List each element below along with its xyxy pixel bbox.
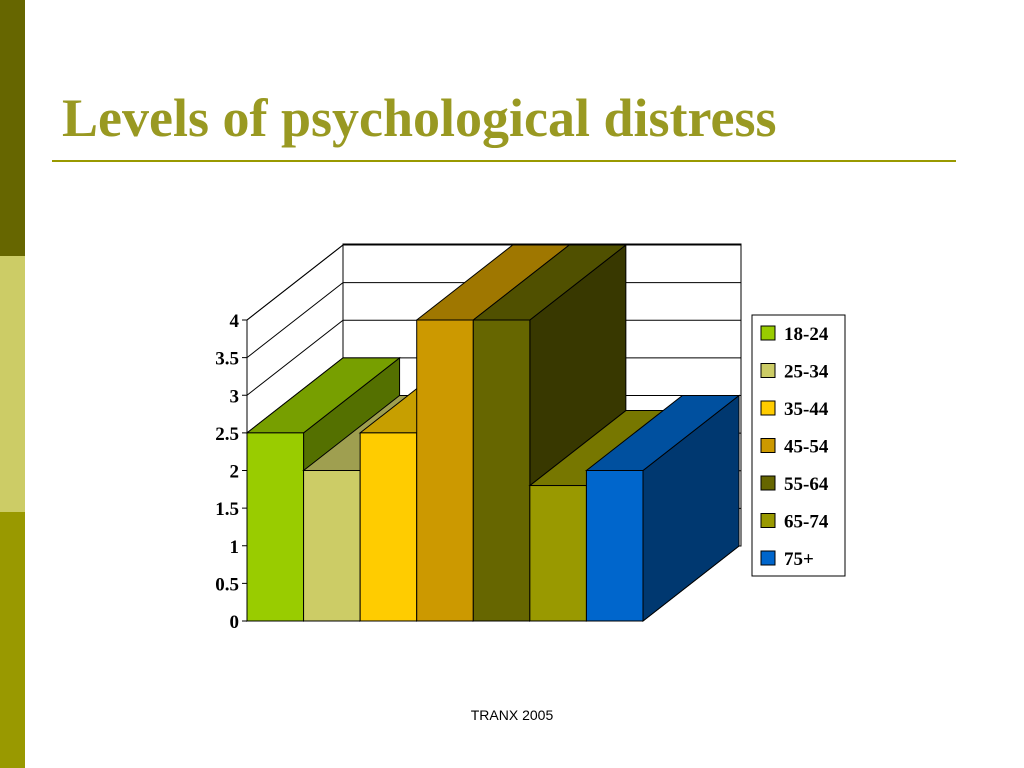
y-tick-label: 3 xyxy=(230,386,240,407)
y-tick-label: 2 xyxy=(230,462,240,483)
bar xyxy=(529,485,587,622)
side-stripe xyxy=(0,0,25,256)
y-tick-label: 3.5 xyxy=(215,349,239,370)
legend-swatch xyxy=(760,550,776,566)
y-tick-label: 0 xyxy=(230,612,240,633)
legend-label: 35-44 xyxy=(784,399,829,420)
legend-swatch xyxy=(760,438,776,453)
footer: TRANX 2005 xyxy=(471,707,554,723)
bar xyxy=(303,470,361,622)
legend-label: 55-64 xyxy=(784,474,829,495)
legend-label: 18-24 xyxy=(784,324,829,345)
legend-swatch xyxy=(760,325,776,341)
bar xyxy=(585,470,644,622)
y-tick-label: 0.5 xyxy=(215,574,239,595)
legend-label: 45-54 xyxy=(784,437,829,458)
bar xyxy=(416,319,474,622)
legend-swatch xyxy=(760,400,776,416)
bar xyxy=(472,319,531,622)
legend-label: 25-34 xyxy=(784,362,829,383)
y-tick-label: 1.5 xyxy=(215,499,239,520)
y-tick-label: 1 xyxy=(230,537,240,558)
side-stripe xyxy=(0,256,25,512)
y-tick-label: 2.5 xyxy=(215,424,239,445)
legend-swatch xyxy=(760,513,776,528)
y-tick-label: 4 xyxy=(230,311,240,332)
legend-swatch xyxy=(760,363,776,378)
side-stripe xyxy=(0,512,25,768)
legend-label: 75+ xyxy=(784,549,814,570)
bar xyxy=(359,432,418,622)
legend-label: 65-74 xyxy=(784,512,829,533)
slide-title: Levels of psychological distress xyxy=(62,88,777,148)
legend-swatch xyxy=(760,475,776,491)
chart: 0 0.5 1 1.5 2 2.5 3 3.5 4 18-24 25-34 35-44 45-54 55-… xyxy=(215,243,846,633)
legend: 18-24 25-34 35-44 45-54 55-64 65-74 75+ xyxy=(751,314,846,577)
bar xyxy=(246,432,305,622)
